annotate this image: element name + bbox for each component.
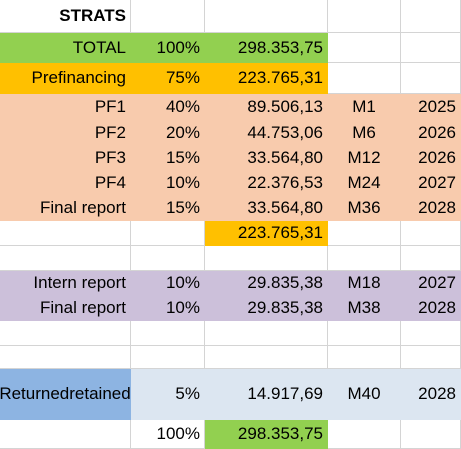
prefinancing-label[interactable]: Prefinancing xyxy=(0,63,131,94)
grand-total-pct[interactable]: 100% xyxy=(131,420,205,449)
retained-year[interactable]: 2028 xyxy=(401,369,461,420)
retained-pct[interactable]: 5% xyxy=(131,369,205,420)
report-amount[interactable]: 29.835,38 xyxy=(205,296,328,321)
pf-month[interactable]: M6 xyxy=(328,120,401,146)
pf-label[interactable]: PF4 xyxy=(0,171,131,196)
empty-cell[interactable] xyxy=(328,346,401,369)
pf-label[interactable]: PF2 xyxy=(0,120,131,146)
grand-total-amount[interactable]: 298.353,75 xyxy=(205,420,328,449)
pf-subtotal[interactable]: 223.765,31 xyxy=(205,221,328,246)
report-amount[interactable]: 29.835,38 xyxy=(205,271,328,296)
pf-month[interactable]: M1 xyxy=(328,94,401,120)
pf-pct[interactable]: 40% xyxy=(131,94,205,120)
retained-amount[interactable]: 14.917,69 xyxy=(205,369,328,420)
retained-label-line2: retained xyxy=(69,384,131,403)
report-pct[interactable]: 10% xyxy=(131,271,205,296)
empty-cell[interactable] xyxy=(131,0,205,33)
empty-cell[interactable] xyxy=(0,321,131,346)
empty-cell[interactable] xyxy=(0,221,131,246)
report-month[interactable]: M38 xyxy=(328,296,401,321)
empty-cell[interactable] xyxy=(131,321,205,346)
empty-cell[interactable] xyxy=(328,246,401,271)
empty-cell[interactable] xyxy=(401,221,461,246)
report-pct[interactable]: 10% xyxy=(131,296,205,321)
pf-year[interactable]: 2028 xyxy=(401,196,461,221)
empty-cell[interactable] xyxy=(131,221,205,246)
empty-cell[interactable] xyxy=(401,420,461,449)
report-year[interactable]: 2028 xyxy=(401,296,461,321)
pf-amount[interactable]: 22.376,53 xyxy=(205,171,328,196)
empty-cell[interactable] xyxy=(328,0,401,33)
report-month[interactable]: M18 xyxy=(328,271,401,296)
pf-pct[interactable]: 10% xyxy=(131,171,205,196)
pf-year[interactable]: 2026 xyxy=(401,146,461,171)
prefinancing-pct[interactable]: 75% xyxy=(131,63,205,94)
pf-year[interactable]: 2025 xyxy=(401,94,461,120)
pf-month[interactable]: M24 xyxy=(328,171,401,196)
pf-pct[interactable]: 15% xyxy=(131,196,205,221)
pf-month[interactable]: M12 xyxy=(328,146,401,171)
empty-cell[interactable] xyxy=(131,346,205,369)
report-label[interactable]: Final report xyxy=(0,296,131,321)
empty-cell[interactable] xyxy=(401,33,461,63)
pf-label[interactable]: PF1 xyxy=(0,94,131,120)
empty-cell[interactable] xyxy=(328,420,401,449)
empty-cell[interactable] xyxy=(401,346,461,369)
pf-amount[interactable]: 89.506,13 xyxy=(205,94,328,120)
retained-label-line1: Returned xyxy=(0,384,70,403)
report-label[interactable]: Intern report xyxy=(0,271,131,296)
empty-cell[interactable] xyxy=(205,346,328,369)
pf-amount[interactable]: 44.753,06 xyxy=(205,120,328,146)
empty-cell[interactable] xyxy=(401,0,461,33)
total-pct[interactable]: 100% xyxy=(131,33,205,63)
prefinancing-amount[interactable]: 223.765,31 xyxy=(205,63,328,94)
retained-label[interactable]: Returned retained xyxy=(0,369,131,420)
pf-pct[interactable]: 20% xyxy=(131,120,205,146)
empty-cell[interactable] xyxy=(328,321,401,346)
report-year[interactable]: 2027 xyxy=(401,271,461,296)
empty-cell[interactable] xyxy=(205,321,328,346)
total-amount[interactable]: 298.353,75 xyxy=(205,33,328,63)
pf-year[interactable]: 2027 xyxy=(401,171,461,196)
empty-cell[interactable] xyxy=(0,420,131,449)
pf-pct[interactable]: 15% xyxy=(131,146,205,171)
empty-cell[interactable] xyxy=(401,63,461,94)
empty-cell[interactable] xyxy=(328,63,401,94)
empty-cell[interactable] xyxy=(401,246,461,271)
empty-cell[interactable] xyxy=(131,246,205,271)
empty-cell[interactable] xyxy=(401,321,461,346)
empty-cell[interactable] xyxy=(328,221,401,246)
pf-month[interactable]: M36 xyxy=(328,196,401,221)
pf-amount[interactable]: 33.564,80 xyxy=(205,146,328,171)
pf-year[interactable]: 2026 xyxy=(401,120,461,146)
sheet-title[interactable]: STRATS xyxy=(0,0,131,33)
empty-cell[interactable] xyxy=(205,0,328,33)
pf-label[interactable]: Final report xyxy=(0,196,131,221)
pf-amount[interactable]: 33.564,80 xyxy=(205,196,328,221)
empty-cell[interactable] xyxy=(205,246,328,271)
empty-cell[interactable] xyxy=(0,346,131,369)
empty-cell[interactable] xyxy=(328,33,401,63)
retained-month[interactable]: M40 xyxy=(328,369,401,420)
empty-cell[interactable] xyxy=(0,246,131,271)
total-label[interactable]: TOTAL xyxy=(0,33,131,63)
pf-label[interactable]: PF3 xyxy=(0,146,131,171)
